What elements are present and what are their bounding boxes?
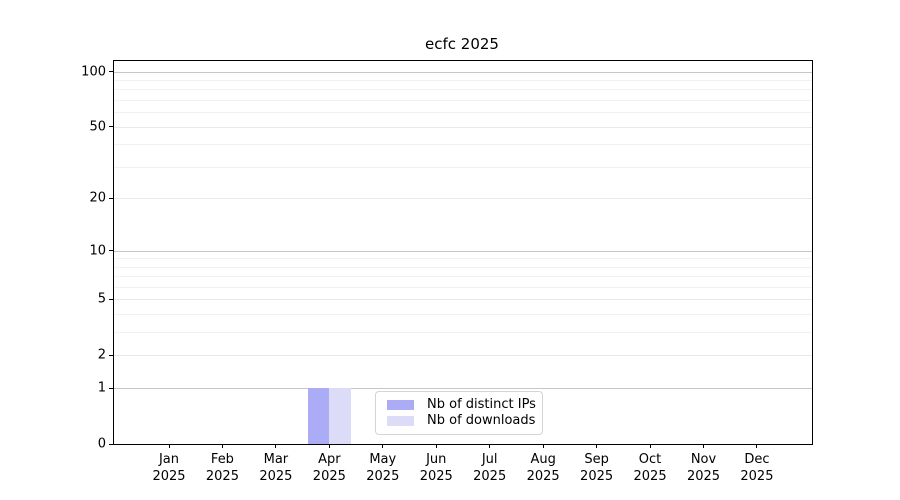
major-gridline [114,299,812,301]
y-axis-tick [109,126,113,128]
x-axis-tick [649,444,651,448]
x-tick-month: Jul [481,452,498,467]
x-tick-label: Nov 2025 [687,451,720,485]
x-tick-month: May [369,452,397,467]
x-tick-label: Dec 2025 [740,451,773,485]
y-axis-tick [109,443,113,445]
x-tick-label: Jul 2025 [473,451,506,485]
minor-gridline [114,144,812,146]
x-tick-label: Oct 2025 [634,451,667,485]
y-tick-label: 50 [89,119,106,135]
minor-gridline [114,100,812,102]
x-tick-label: Apr 2025 [313,451,346,485]
y-tick-label: 5 [97,291,106,307]
x-tick-year: 2025 [205,469,239,484]
x-axis-tick [382,444,384,448]
x-axis-tick [221,444,223,448]
y-axis-tick [109,354,113,356]
y-tick-label: 100 [81,64,106,80]
x-axis-tick [596,444,598,448]
minor-gridline [114,286,812,288]
x-tick-month: Mar [263,452,289,467]
x-tick-year: 2025 [686,469,721,484]
x-tick-month: Apr [318,452,341,467]
major-gridline [114,388,812,390]
legend-label: Nb of distinct IPs [427,397,536,412]
y-tick-label: 1 [97,380,106,396]
x-axis-tick [168,444,170,448]
x-tick-year: 2025 [259,469,293,484]
y-axis-tick [109,387,113,389]
legend-entry: Nb of distinct IPs [387,397,536,413]
legend-entry: Nb of downloads [387,413,536,429]
minor-gridline [114,314,812,316]
minor-gridline [114,276,812,278]
x-tick-month: Nov [690,452,717,467]
bar-nb-of-downloads [329,388,351,444]
legend-swatch-icon [387,400,414,410]
x-tick-month: Jun [426,452,447,467]
minor-gridline [114,112,812,114]
x-tick-year: 2025 [473,469,507,484]
x-tick-year: 2025 [312,469,346,484]
x-tick-label: Sep 2025 [580,451,613,485]
chart-title: ecfc 2025 [425,35,499,53]
minor-gridline [114,80,812,81]
x-tick-month: Aug [530,452,556,467]
plot-area: 0 1 2 5 10 20 50 100 Jan 2025 Feb 2025 Mar 2025 Apr 202… [81,60,813,484]
x-axis-tick [703,444,704,448]
major-gridline [114,250,812,252]
minor-gridline [114,266,812,268]
x-tick-label: Feb 2025 [206,451,239,485]
minor-gridline [114,89,812,91]
x-tick-year: 2025 [633,469,667,484]
x-tick-year: 2025 [526,469,560,484]
x-axis-tick [756,444,758,448]
y-axis-tick [109,250,113,251]
x-tick-label: Aug 2025 [527,451,560,485]
y-tick-label: 2 [97,347,106,363]
bar-nb-of-distinct-ips [307,388,330,444]
y-axis-tick [109,298,113,300]
y-tick-label: 0 [97,436,106,452]
x-tick-year: 2025 [419,469,453,484]
y-axis-tick [109,197,113,199]
x-tick-month: Oct [638,452,662,467]
x-tick-year: 2025 [740,469,774,484]
major-gridline [114,126,812,128]
y-axis-tick [109,71,113,73]
x-axis-tick [489,444,491,448]
major-gridline [114,355,812,357]
legend-label: Nb of downloads [427,413,536,428]
x-tick-year: 2025 [580,469,614,484]
x-axis-tick [328,444,330,448]
minor-gridline [114,332,812,334]
major-gridline [114,198,812,200]
x-tick-label: Jan 2025 [152,451,185,485]
x-axis-tick [275,444,277,448]
x-tick-month: Jan [158,452,180,467]
legend: Nb of distinct IPs Nb of downloads [375,391,543,435]
minor-gridline [114,166,812,168]
x-tick-month: Dec [744,452,770,467]
y-tick-label: 10 [89,243,106,258]
y-tick-label: 20 [89,190,106,206]
major-gridline [114,71,812,73]
x-tick-year: 2025 [366,469,400,484]
x-axis-tick [542,444,544,448]
legend-swatch-icon [387,416,414,426]
x-tick-label: Mar 2025 [259,451,292,485]
x-tick-year: 2025 [152,469,186,484]
x-axis-tick [435,444,437,448]
x-tick-month: Sep [584,452,609,467]
x-tick-label: Jun 2025 [420,451,453,485]
x-tick-month: Feb [210,452,234,467]
minor-gridline [114,258,812,260]
x-tick-label: May 2025 [366,451,399,485]
